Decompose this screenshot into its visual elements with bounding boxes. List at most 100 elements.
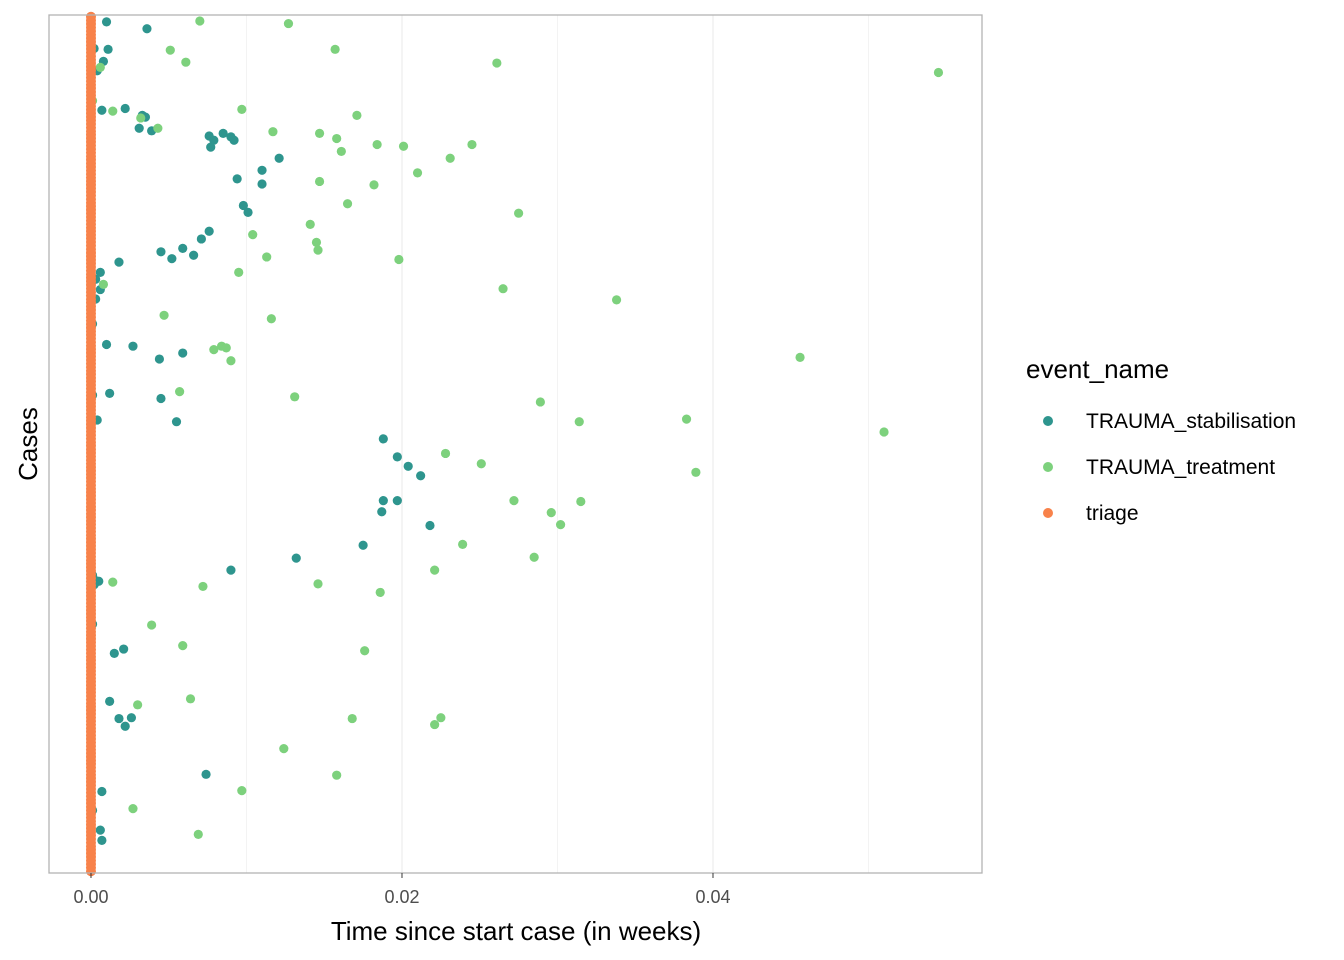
point-trauma-stabilisation	[257, 165, 267, 175]
point-trauma-treatment	[375, 587, 385, 598]
point-trauma-treatment	[290, 392, 300, 402]
point-trauma-treatment	[209, 345, 219, 355]
point-trauma-treatment	[95, 62, 105, 72]
point-trauma-treatment	[234, 267, 244, 277]
point-trauma-stabilisation	[209, 135, 219, 145]
point-trauma-treatment	[237, 786, 247, 796]
point-trauma-treatment	[195, 16, 205, 26]
point-trauma-stabilisation	[178, 348, 188, 358]
point-trauma-treatment	[314, 128, 325, 139]
point-trauma-stabilisation	[95, 825, 105, 835]
point-trauma-treatment	[492, 58, 502, 68]
point-trauma-stabilisation	[425, 520, 435, 531]
series-triage	[85, 11, 96, 877]
point-trauma-treatment	[147, 620, 157, 630]
point-trauma-stabilisation	[120, 103, 130, 114]
point-trauma-stabilisation	[178, 243, 188, 253]
point-trauma-stabilisation	[189, 250, 199, 260]
series-trauma-treatment	[87, 16, 944, 839]
point-trauma-stabilisation	[109, 648, 119, 658]
point-trauma-stabilisation	[196, 234, 206, 244]
point-trauma-treatment	[436, 713, 446, 723]
point-trauma-treatment	[128, 804, 138, 814]
point-trauma-treatment	[248, 230, 258, 240]
point-trauma-stabilisation	[101, 17, 112, 27]
point-trauma-stabilisation	[95, 267, 105, 277]
point-trauma-stabilisation	[257, 179, 267, 189]
point-trauma-treatment	[574, 417, 584, 427]
point-trauma-treatment	[498, 284, 508, 294]
point-trauma-treatment	[262, 252, 272, 262]
point-trauma-stabilisation	[156, 393, 166, 404]
y-axis-title: Cases	[13, 407, 43, 481]
point-trauma-treatment	[221, 343, 231, 353]
point-trauma-treatment	[136, 113, 146, 123]
point-trauma-stabilisation	[114, 713, 124, 724]
point-trauma-stabilisation	[377, 507, 387, 517]
point-trauma-treatment	[193, 829, 203, 839]
legend-key-trauma-stabilisation	[1043, 416, 1053, 426]
point-trauma-stabilisation	[226, 565, 236, 575]
point-trauma-stabilisation	[201, 769, 211, 779]
point-trauma-stabilisation	[105, 388, 115, 398]
point-triage	[85, 11, 96, 22]
point-trauma-treatment	[279, 743, 289, 754]
point-trauma-stabilisation	[238, 200, 248, 211]
point-trauma-stabilisation	[126, 713, 137, 723]
legend-key-trauma-treatment	[1043, 462, 1053, 472]
point-trauma-stabilisation	[378, 496, 388, 506]
point-trauma-treatment	[458, 539, 468, 549]
point-trauma-stabilisation	[206, 142, 216, 152]
point-trauma-treatment	[332, 770, 342, 780]
point-trauma-stabilisation	[403, 461, 413, 471]
point-trauma-stabilisation	[416, 471, 426, 481]
point-trauma-stabilisation	[97, 835, 107, 845]
point-trauma-treatment	[440, 448, 451, 459]
legend-key-triage	[1043, 508, 1053, 518]
point-trauma-stabilisation	[232, 174, 242, 184]
point-trauma-treatment	[360, 646, 370, 656]
x-axis-ticks: 0.00 0.02 0.04	[73, 873, 731, 907]
point-trauma-treatment	[266, 314, 276, 324]
point-trauma-treatment	[108, 106, 118, 116]
point-trauma-stabilisation	[105, 696, 115, 707]
point-trauma-treatment	[268, 127, 278, 137]
point-trauma-treatment	[430, 719, 440, 730]
point-trauma-treatment	[535, 397, 545, 407]
point-trauma-stabilisation	[156, 247, 166, 257]
point-trauma-treatment	[445, 153, 455, 163]
point-trauma-treatment	[311, 237, 322, 247]
point-trauma-treatment	[529, 552, 539, 562]
point-trauma-treatment	[336, 146, 346, 157]
point-trauma-treatment	[314, 176, 325, 187]
point-trauma-treatment	[879, 427, 889, 437]
point-trauma-treatment	[153, 123, 163, 133]
plot-panel	[49, 15, 982, 873]
legend: event_name TRAUMA_stabilisation TRAUMA_t…	[1026, 354, 1296, 525]
point-trauma-stabilisation	[243, 207, 253, 217]
point-trauma-stabilisation	[392, 452, 402, 462]
point-trauma-treatment	[175, 387, 185, 397]
point-trauma-treatment	[352, 110, 362, 120]
point-trauma-stabilisation	[218, 128, 228, 139]
point-trauma-treatment	[372, 139, 382, 150]
point-trauma-treatment	[178, 641, 188, 651]
point-trauma-treatment	[305, 219, 315, 229]
point-trauma-treatment	[546, 508, 556, 518]
point-trauma-stabilisation	[154, 354, 165, 364]
point-trauma-treatment	[933, 67, 944, 78]
x-axis-title: Time since start case (in weeks)	[331, 916, 701, 946]
point-trauma-treatment	[398, 141, 409, 151]
point-trauma-treatment	[133, 700, 143, 710]
point-trauma-treatment	[476, 459, 486, 469]
point-trauma-treatment	[576, 496, 586, 507]
point-trauma-stabilisation	[114, 257, 124, 267]
point-trauma-treatment	[394, 254, 404, 265]
point-trauma-stabilisation	[142, 24, 152, 34]
point-trauma-treatment	[681, 414, 692, 424]
point-trauma-treatment	[313, 245, 323, 255]
legend-title: event_name	[1026, 354, 1169, 384]
point-trauma-stabilisation	[378, 434, 388, 444]
point-trauma-stabilisation	[229, 135, 239, 145]
